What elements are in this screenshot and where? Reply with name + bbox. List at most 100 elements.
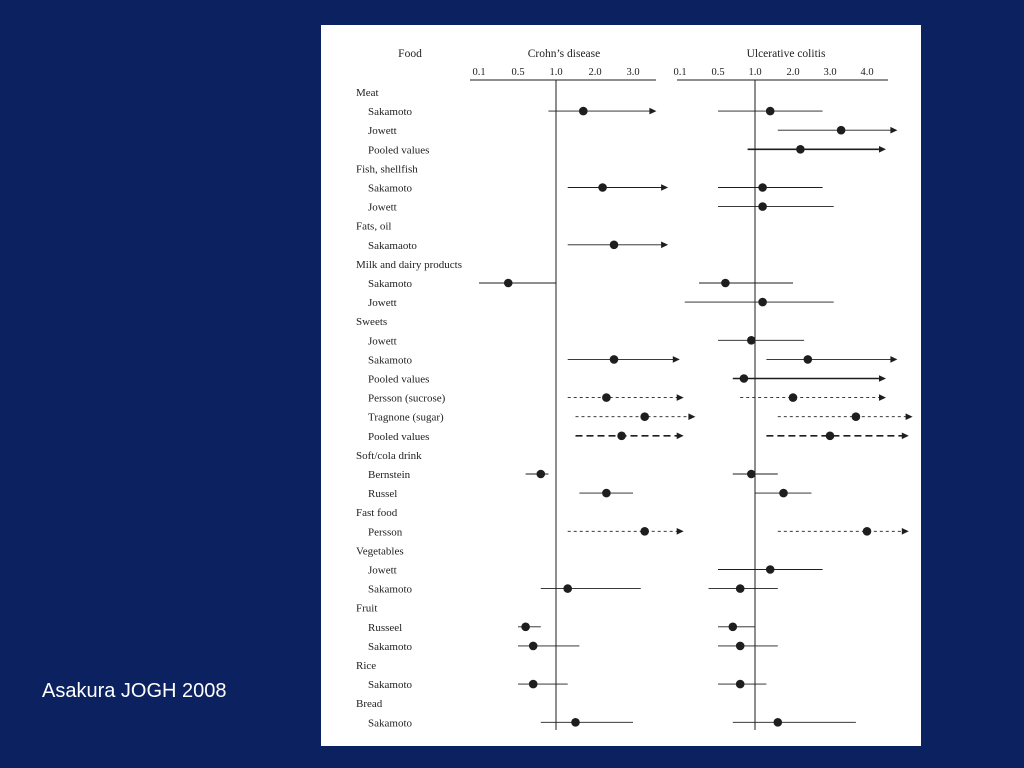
cd-point-estimate [528,679,538,689]
food-category-label: Fats, oil [356,221,391,233]
food-category-label: Milk and dairy products [356,259,462,271]
food-category-label: Vegetables [356,545,404,557]
cd-ci-arrowhead [676,528,684,535]
cd-tick-label: 0.5 [511,67,524,78]
study-label: Jowett [368,335,397,347]
cd-tick-label: 1.0 [549,67,562,78]
food-category-label: Fish, shellfish [356,163,418,175]
uc-ci-arrowhead [879,375,886,382]
uc-point-estimate [825,431,835,441]
food-category-label: Rice [356,660,376,672]
cd-point-estimate [602,393,611,402]
uc-point-estimate [788,393,798,402]
cd-point-estimate [640,412,649,422]
study-label: Sakamoto [368,278,412,290]
cd-point-estimate [521,622,530,632]
study-label: Russeel [368,622,402,634]
study-label: Sakamoto [368,354,412,366]
study-label: Persson (sucrose) [368,393,446,405]
uc-point-estimate [735,641,745,651]
cd-point-estimate [609,355,619,364]
cd-point-estimate [571,718,580,727]
cd-point-estimate [602,488,611,498]
cd-tick-label: 3.0 [626,67,639,78]
uc-point-estimate [735,584,745,593]
uc-point-estimate [773,718,783,727]
study-label: Russel [368,488,397,500]
uc-point-estimate [765,106,775,116]
study-label: Sakamoto [368,717,412,729]
cd-point-estimate [609,240,619,250]
study-label: Sakamaoto [368,240,417,252]
food-category-label: Meat [356,87,379,99]
cd-ci-arrowhead [649,107,657,115]
study-label: Pooled values [368,144,429,156]
uc-ci-arrowhead [879,394,886,401]
food-category-label: Bread [356,698,383,710]
forest-plot-figure: Food Crohn’s disease 0.1 0.5 1.0 2.0 3.0 Ulcera… [321,25,921,746]
cd-ci-arrowhead [661,184,669,191]
study-label: Pooled values [368,431,429,443]
forest-plot-svg: Food Crohn’s disease 0.1 0.5 1.0 2.0 3.0 Ulcera… [356,48,913,730]
study-label: Jowett [368,202,397,214]
uc-tick-label: 3.0 [823,67,836,78]
uc-point-estimate [721,278,730,288]
food-column-header: Food [398,48,422,60]
cd-ci-arrowhead [688,413,696,420]
study-label: Jowett [368,125,397,137]
uc-point-estimate [862,527,872,536]
uc-tick-label: 0.1 [673,67,686,78]
study-label: Sakamoto [368,641,412,653]
uc-point-estimate [735,679,745,689]
study-label: Bernstein [368,469,411,481]
study-label: Tragnone (sugar) [368,412,444,424]
uc-ci-arrowhead [905,413,913,420]
study-label: Sakamoto [368,183,412,195]
cd-point-estimate [617,431,626,441]
cd-point-estimate [563,584,572,593]
study-label: Pooled values [368,374,429,386]
uc-ci-arrowhead [901,528,909,535]
uc-ci-arrowhead [890,126,898,134]
food-category-label: Sweets [356,316,387,328]
cd-ci-arrowhead [661,241,669,249]
food-category-label: Fruit [356,603,377,615]
cd-point-estimate [579,106,588,116]
cd-panel-title: Crohn’s disease [528,48,601,60]
uc-tick-label: 1.0 [748,67,761,78]
uc-ci-arrowhead [890,356,898,363]
uc-point-estimate [803,355,813,364]
study-label: Persson [368,526,403,538]
cd-point-estimate [503,278,513,288]
uc-point-estimate [851,412,861,422]
uc-point-estimate [758,183,767,192]
uc-point-estimate [779,488,788,498]
uc-point-estimate [796,145,805,154]
cd-ci-arrowhead [676,432,684,440]
study-label: Jowett [368,565,397,577]
cd-point-estimate [528,641,538,651]
citation-caption: Asakura JOGH 2008 [42,680,227,702]
cd-ci-arrowhead [676,394,684,401]
uc-point-estimate [739,374,749,383]
uc-panel-title: Ulcerative colitis [747,48,826,60]
food-category-label: Soft/cola drink [356,450,422,462]
uc-tick-label: 0.5 [711,67,724,78]
cd-point-estimate [536,469,546,479]
food-category-label: Fast food [356,507,398,519]
uc-point-estimate [747,336,756,345]
uc-point-estimate [747,469,756,479]
cd-point-estimate [598,183,607,192]
uc-ci-arrowhead [901,432,909,440]
uc-point-estimate [836,125,846,135]
uc-ci-arrowhead [879,146,886,153]
study-label: Sakamoto [368,679,412,691]
uc-point-estimate [758,202,767,211]
study-label: Jowett [368,297,397,309]
cd-tick-label: 2.0 [588,67,601,78]
cd-ci-arrowhead [672,356,680,363]
uc-point-estimate [758,297,767,307]
cd-point-estimate [640,527,649,536]
study-label: Sakamoto [368,584,412,596]
cd-tick-label: 0.1 [472,67,485,78]
